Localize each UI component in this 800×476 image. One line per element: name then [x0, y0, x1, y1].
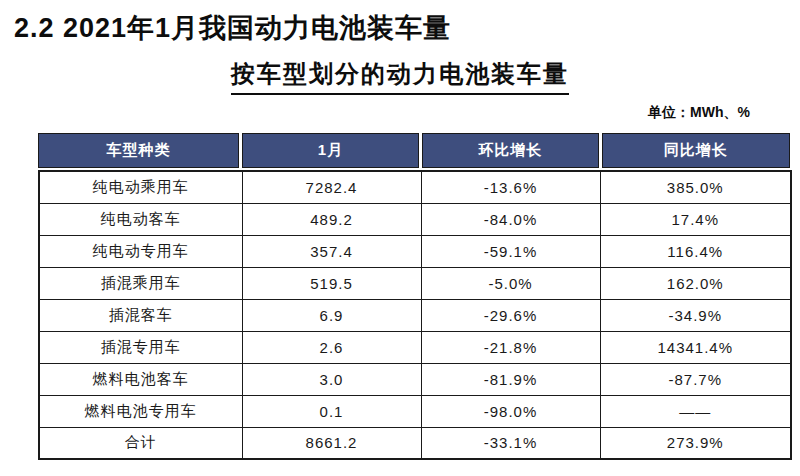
cell-mom-growth: -21.8% — [421, 331, 600, 363]
cell-january-value: 0.1 — [242, 395, 421, 427]
table-row: 燃料电池专用车 0.1 -98.0% —— — [39, 395, 791, 427]
slide: 2.2 2021年1月我国动力电池装车量 按车型划分的动力电池装车量 单位：MW… — [0, 0, 800, 476]
cell-yoy-growth: 17.4% — [600, 203, 791, 235]
table-row-total: 合计 8661.2 -33.1% 273.9% — [39, 427, 791, 459]
table-row: 燃料电池客车 3.0 -81.9% -87.7% — [39, 363, 791, 395]
table-row: 插混乘用车 519.5 -5.0% 162.0% — [39, 267, 791, 299]
cell-mom-growth: -81.9% — [421, 363, 600, 395]
cell-vehicle-type: 燃料电池客车 — [39, 363, 242, 395]
cell-january-value: 489.2 — [242, 203, 421, 235]
cell-yoy-growth: 162.0% — [600, 267, 791, 299]
cell-yoy-growth: —— — [600, 395, 791, 427]
cell-mom-growth: -29.6% — [421, 299, 600, 331]
cell-january-value: 357.4 — [242, 235, 421, 267]
cell-vehicle-type: 插混专用车 — [39, 331, 242, 363]
table-title: 按车型划分的动力电池装车量 — [231, 58, 569, 95]
cell-january-value: 3.0 — [242, 363, 421, 395]
table-row: 纯电动乘用车 7282.4 -13.6% 385.0% — [39, 171, 791, 203]
cell-mom-growth: -33.1% — [421, 427, 600, 459]
cell-vehicle-type: 插混客车 — [39, 299, 242, 331]
cell-vehicle-type: 插混乘用车 — [39, 267, 242, 299]
table-body: 纯电动乘用车 7282.4 -13.6% 385.0% 纯电动客车 489.2 … — [38, 170, 792, 460]
table-row: 纯电动客车 489.2 -84.0% 17.4% — [39, 203, 791, 235]
page-title: 2.2 2021年1月我国动力电池装车量 — [14, 10, 451, 46]
column-header-yoy-growth: 同比增长 — [602, 133, 790, 168]
battery-table: 车型种类 1月 环比增长 同比增长 纯电动乘用车 7282.4 -13.6% 3… — [38, 133, 790, 460]
cell-vehicle-type: 燃料电池专用车 — [39, 395, 242, 427]
cell-january-value: 519.5 — [242, 267, 421, 299]
cell-mom-growth: -13.6% — [421, 171, 600, 203]
cell-vehicle-type: 纯电动客车 — [39, 203, 242, 235]
cell-january-value: 6.9 — [242, 299, 421, 331]
cell-mom-growth: -98.0% — [421, 395, 600, 427]
cell-vehicle-type: 合计 — [39, 427, 242, 459]
cell-vehicle-type: 纯电动专用车 — [39, 235, 242, 267]
table-row: 纯电动专用车 357.4 -59.1% 116.4% — [39, 235, 791, 267]
table-title-wrap: 按车型划分的动力电池装车量 — [0, 58, 800, 95]
unit-note: 单位：MWh、% — [648, 104, 750, 122]
column-header-mom-growth: 环比增长 — [422, 133, 599, 168]
cell-yoy-growth: 273.9% — [600, 427, 791, 459]
cell-yoy-growth: -34.9% — [600, 299, 791, 331]
cell-january-value: 8661.2 — [242, 427, 421, 459]
table-row: 插混客车 6.9 -29.6% -34.9% — [39, 299, 791, 331]
table-header-row: 车型种类 1月 环比增长 同比增长 — [38, 133, 790, 168]
cell-vehicle-type: 纯电动乘用车 — [39, 171, 242, 203]
cell-yoy-growth: 385.0% — [600, 171, 791, 203]
cell-yoy-growth: -87.7% — [600, 363, 791, 395]
table-row: 插混专用车 2.6 -21.8% 14341.4% — [39, 331, 791, 363]
cell-mom-growth: -59.1% — [421, 235, 600, 267]
column-header-vehicle-type: 车型种类 — [38, 133, 239, 168]
column-header-january: 1月 — [242, 133, 419, 168]
cell-january-value: 7282.4 — [242, 171, 421, 203]
cell-yoy-growth: 116.4% — [600, 235, 791, 267]
cell-mom-growth: -84.0% — [421, 203, 600, 235]
cell-january-value: 2.6 — [242, 331, 421, 363]
cell-yoy-growth: 14341.4% — [600, 331, 791, 363]
cell-mom-growth: -5.0% — [421, 267, 600, 299]
